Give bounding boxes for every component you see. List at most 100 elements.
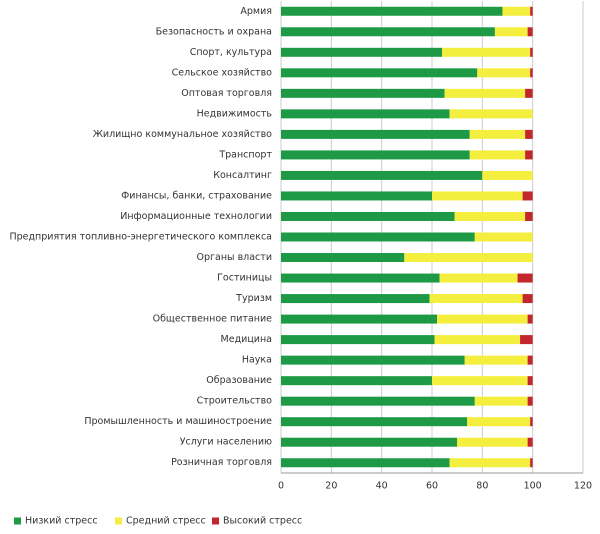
y-tick-label: Предприятия топливно-энергетического ком… <box>9 232 272 243</box>
x-tick-label: 120 <box>574 481 592 492</box>
y-tick-label: Консалтинг <box>213 170 272 181</box>
bar-segment <box>281 314 438 324</box>
bar-segment <box>527 355 533 365</box>
x-tick-label: 20 <box>325 481 337 492</box>
y-tick-label: Сельское хозяйство <box>172 67 273 78</box>
bar-segment <box>432 191 523 201</box>
bar-segment <box>494 27 528 37</box>
bar-segment <box>525 211 533 221</box>
bar-segment <box>281 417 468 427</box>
bar-segment <box>467 417 531 427</box>
bar-segment <box>530 6 533 16</box>
bar-segment <box>281 211 455 221</box>
bar-segment <box>464 355 528 365</box>
x-tick-label: 60 <box>426 481 438 492</box>
bar-segment <box>444 88 526 98</box>
bar-segment <box>281 396 475 406</box>
bar-segment <box>281 335 435 345</box>
bar-segment <box>530 417 533 427</box>
legend-label: Высокий стресс <box>223 516 302 527</box>
bar-segment <box>281 88 445 98</box>
y-tick-label: Медицина <box>221 334 272 345</box>
bar-segment <box>454 211 526 221</box>
bar-segment <box>281 191 432 201</box>
y-tick-label: Гостиницы <box>217 273 272 284</box>
bar-segment <box>520 335 533 345</box>
y-tick-label: Розничная торговля <box>171 457 272 468</box>
y-tick-label: Общественное питание <box>153 314 273 325</box>
bar-segment <box>474 396 528 406</box>
bar-segment <box>281 129 470 139</box>
y-tick-label: Жилищно коммунальное хозяйство <box>93 129 272 140</box>
bar-segment <box>449 458 531 468</box>
y-tick-label: Строительство <box>197 396 273 407</box>
bar-segment <box>281 294 430 304</box>
bar-segment <box>281 355 465 365</box>
x-tick-label: 40 <box>376 481 388 492</box>
bar-segment <box>527 437 533 447</box>
bar-segment <box>525 129 533 139</box>
bar-segment <box>281 47 443 57</box>
y-tick-label: Финансы, банки, страхование <box>121 190 272 201</box>
bar-segment <box>527 27 533 37</box>
bar-segment <box>527 396 533 406</box>
bar-segment <box>442 47 531 57</box>
y-tick-label: Наука <box>242 355 272 366</box>
bar-segment <box>525 150 533 160</box>
bar-segment <box>281 27 495 37</box>
bar-segment <box>469 150 526 160</box>
legend-swatch <box>212 517 219 525</box>
y-tick-label: Услуги населению <box>180 437 272 448</box>
y-tick-label: Безопасность и охрана <box>156 26 272 37</box>
bar-segment <box>522 294 533 304</box>
y-tick-label: Промышленность и машиностроение <box>84 416 272 427</box>
legend-label: Средний стресс <box>126 516 206 527</box>
y-tick-label: Армия <box>240 6 272 17</box>
bar-segment <box>439 273 518 283</box>
bar-segment <box>530 458 533 468</box>
legend-label: Низкий стресс <box>25 516 98 527</box>
bar-segment <box>517 273 533 283</box>
y-tick-label: Транспорт <box>218 149 272 160</box>
bar-segment <box>477 68 531 78</box>
bar-segment <box>502 6 531 16</box>
x-tick-label: 80 <box>476 481 488 492</box>
bar-segment <box>281 232 475 242</box>
legend-swatch <box>115 517 122 525</box>
bar-segment <box>281 109 450 119</box>
bar-segment <box>281 376 432 386</box>
bar-segment <box>469 129 526 139</box>
bar-segment <box>482 170 533 180</box>
bar-segment <box>281 150 470 160</box>
bar-segment <box>527 376 533 386</box>
bar-segment <box>525 88 533 98</box>
x-tick-label: 100 <box>524 481 542 492</box>
y-tick-label: Туризм <box>235 293 272 304</box>
y-tick-label: Недвижимость <box>197 108 273 119</box>
bar-segment <box>281 68 478 78</box>
bar-segment <box>281 273 440 283</box>
bar-segment <box>474 232 533 242</box>
y-tick-label: Органы власти <box>197 252 272 263</box>
bar-segment <box>432 376 528 386</box>
bar-segment <box>527 314 533 324</box>
bar-segment <box>281 458 450 468</box>
bar-segment <box>281 437 458 447</box>
bar-segment <box>530 68 533 78</box>
bar-segment <box>281 6 503 16</box>
bar-segment <box>281 253 405 263</box>
y-tick-label: Оптовая торговля <box>181 88 272 99</box>
bar-segment <box>437 314 528 324</box>
bar-segment <box>449 109 533 119</box>
x-tick-label: 0 <box>278 481 284 492</box>
y-tick-label: Образование <box>206 375 272 386</box>
bar-segment <box>522 191 533 201</box>
bar-segment <box>281 170 483 180</box>
legend-swatch <box>14 517 21 525</box>
bar-segment <box>429 294 523 304</box>
bar-segment <box>404 253 533 263</box>
y-tick-label: Спорт, культура <box>190 47 272 58</box>
y-tick-label: Информационные технологии <box>120 211 272 222</box>
